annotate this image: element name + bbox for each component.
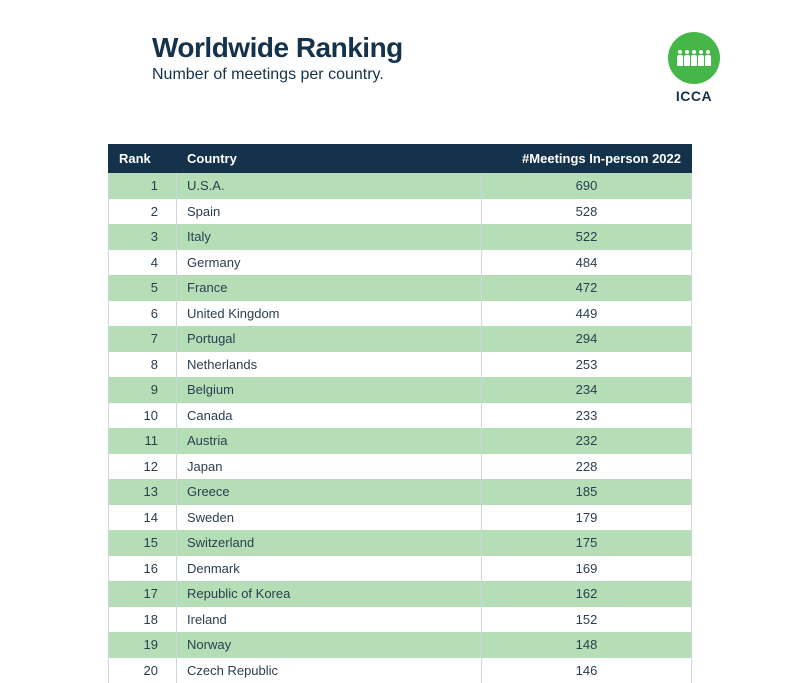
cell-country: Denmark — [177, 556, 482, 582]
table-row: 9Belgium234 — [109, 377, 692, 403]
table-row: 12Japan228 — [109, 454, 692, 480]
table-row: 3Italy522 — [109, 224, 692, 250]
cell-country: Sweden — [177, 505, 482, 531]
cell-meetings: 179 — [482, 505, 692, 531]
cell-rank: 18 — [109, 607, 177, 633]
cell-country: Canada — [177, 403, 482, 429]
cell-meetings: 148 — [482, 632, 692, 658]
logo-text: ICCA — [676, 88, 712, 104]
cell-rank: 16 — [109, 556, 177, 582]
cell-meetings: 528 — [482, 199, 692, 225]
table-row: 6United Kingdom449 — [109, 301, 692, 327]
cell-country: United Kingdom — [177, 301, 482, 327]
icca-logo: ICCA — [668, 32, 720, 104]
table-row: 16Denmark169 — [109, 556, 692, 582]
cell-meetings: 690 — [482, 173, 692, 199]
table-row: 15Switzerland175 — [109, 530, 692, 556]
cell-meetings: 175 — [482, 530, 692, 556]
cell-meetings: 522 — [482, 224, 692, 250]
cell-rank: 8 — [109, 352, 177, 378]
cell-rank: 5 — [109, 275, 177, 301]
cell-rank: 11 — [109, 428, 177, 454]
table-row: 4Germany484 — [109, 250, 692, 276]
table-row: 20Czech Republic146 — [109, 658, 692, 683]
cell-meetings: 162 — [482, 581, 692, 607]
cell-meetings: 449 — [482, 301, 692, 327]
page-subtitle: Number of meetings per country. — [152, 66, 403, 84]
cell-meetings: 253 — [482, 352, 692, 378]
cell-country: Austria — [177, 428, 482, 454]
cell-meetings: 233 — [482, 403, 692, 429]
cell-country: Belgium — [177, 377, 482, 403]
cell-country: Czech Republic — [177, 658, 482, 683]
header: Worldwide Ranking Number of meetings per… — [80, 32, 720, 104]
cell-country: Greece — [177, 479, 482, 505]
table-row: 2Spain528 — [109, 199, 692, 225]
cell-rank: 1 — [109, 173, 177, 199]
cell-country: Norway — [177, 632, 482, 658]
cell-rank: 10 — [109, 403, 177, 429]
ranking-table-wrap: Rank Country #Meetings In-person 2022 1U… — [108, 144, 692, 683]
cell-meetings: 294 — [482, 326, 692, 352]
cell-rank: 13 — [109, 479, 177, 505]
ranking-table: Rank Country #Meetings In-person 2022 1U… — [108, 144, 692, 683]
cell-country: Spain — [177, 199, 482, 225]
cell-country: Netherlands — [177, 352, 482, 378]
cell-meetings: 146 — [482, 658, 692, 683]
cell-country: Switzerland — [177, 530, 482, 556]
cell-rank: 15 — [109, 530, 177, 556]
cell-country: Portugal — [177, 326, 482, 352]
cell-rank: 12 — [109, 454, 177, 480]
table-row: 18Ireland152 — [109, 607, 692, 633]
cell-country: U.S.A. — [177, 173, 482, 199]
cell-country: France — [177, 275, 482, 301]
table-header-row: Rank Country #Meetings In-person 2022 — [109, 145, 692, 173]
cell-rank: 9 — [109, 377, 177, 403]
title-block: Worldwide Ranking Number of meetings per… — [80, 32, 403, 84]
table-row: 5France472 — [109, 275, 692, 301]
cell-meetings: 232 — [482, 428, 692, 454]
table-row: 1U.S.A.690 — [109, 173, 692, 199]
cell-country: Italy — [177, 224, 482, 250]
col-header-rank: Rank — [109, 145, 177, 173]
table-row: 7Portugal294 — [109, 326, 692, 352]
cell-meetings: 152 — [482, 607, 692, 633]
cell-rank: 2 — [109, 199, 177, 225]
table-row: 19Norway148 — [109, 632, 692, 658]
table-row: 8Netherlands253 — [109, 352, 692, 378]
cell-rank: 3 — [109, 224, 177, 250]
table-row: 13Greece185 — [109, 479, 692, 505]
col-header-meetings: #Meetings In-person 2022 — [482, 145, 692, 173]
table-row: 10Canada233 — [109, 403, 692, 429]
cell-meetings: 484 — [482, 250, 692, 276]
cell-meetings: 228 — [482, 454, 692, 480]
cell-meetings: 169 — [482, 556, 692, 582]
page-title: Worldwide Ranking — [152, 32, 403, 64]
cell-meetings: 185 — [482, 479, 692, 505]
cell-rank: 19 — [109, 632, 177, 658]
table-row: 11Austria232 — [109, 428, 692, 454]
cell-meetings: 234 — [482, 377, 692, 403]
logo-icon — [668, 32, 720, 84]
table-row: 14Sweden179 — [109, 505, 692, 531]
cell-rank: 7 — [109, 326, 177, 352]
table-row: 17Republic of Korea162 — [109, 581, 692, 607]
cell-country: Republic of Korea — [177, 581, 482, 607]
cell-country: Germany — [177, 250, 482, 276]
cell-meetings: 472 — [482, 275, 692, 301]
cell-rank: 17 — [109, 581, 177, 607]
cell-country: Ireland — [177, 607, 482, 633]
cell-rank: 14 — [109, 505, 177, 531]
cell-country: Japan — [177, 454, 482, 480]
col-header-country: Country — [177, 145, 482, 173]
cell-rank: 20 — [109, 658, 177, 683]
cell-rank: 4 — [109, 250, 177, 276]
cell-rank: 6 — [109, 301, 177, 327]
